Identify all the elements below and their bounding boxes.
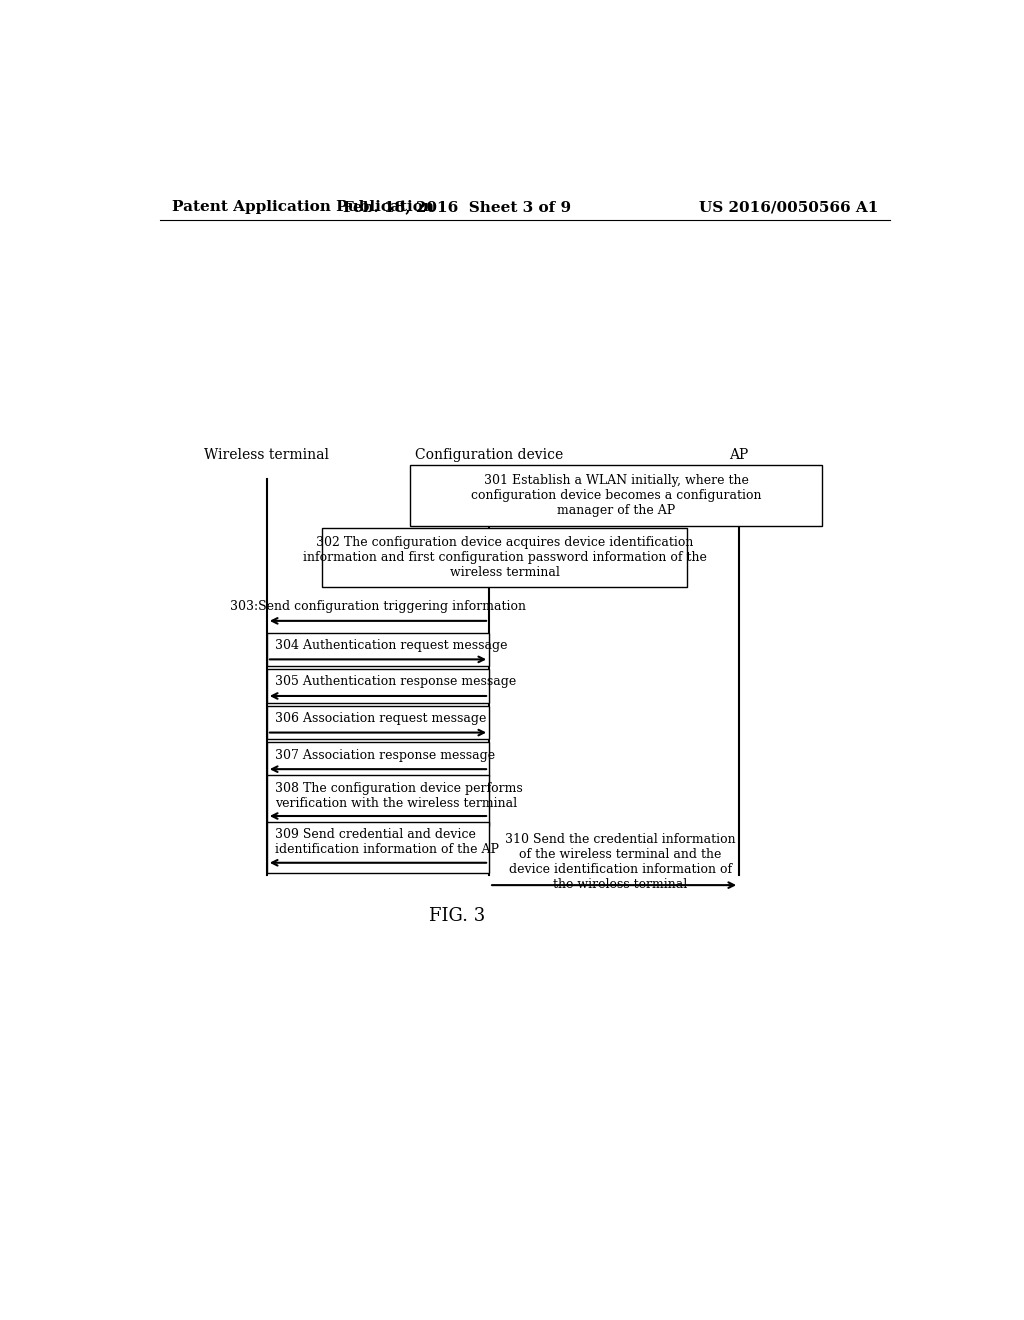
Bar bbox=[410, 466, 822, 527]
Bar bbox=[267, 742, 489, 776]
Text: AP: AP bbox=[729, 449, 749, 462]
Text: Feb. 18, 2016  Sheet 3 of 9: Feb. 18, 2016 Sheet 3 of 9 bbox=[343, 201, 571, 214]
Text: Patent Application Publication: Patent Application Publication bbox=[172, 201, 433, 214]
Text: 308 The configuration device performs
verification with the wireless terminal: 308 The configuration device performs ve… bbox=[274, 781, 522, 809]
Text: 302 The configuration device acquires device identification
information and firs: 302 The configuration device acquires de… bbox=[303, 536, 707, 579]
Text: 304 Authentication request message: 304 Authentication request message bbox=[274, 639, 507, 652]
Bar bbox=[323, 528, 687, 587]
Text: 309 Send credential and device
identification information of the AP: 309 Send credential and device identific… bbox=[274, 829, 499, 857]
Text: FIG. 3: FIG. 3 bbox=[429, 907, 485, 924]
Text: Configuration device: Configuration device bbox=[415, 449, 563, 462]
Bar bbox=[267, 632, 489, 667]
Text: Wireless terminal: Wireless terminal bbox=[205, 449, 330, 462]
Text: 310 Send the credential information
of the wireless terminal and the
device iden: 310 Send the credential information of t… bbox=[505, 833, 735, 891]
Text: 305 Authentication response message: 305 Authentication response message bbox=[274, 676, 516, 689]
Bar bbox=[267, 706, 489, 739]
Bar bbox=[267, 669, 489, 702]
Bar bbox=[267, 822, 489, 873]
Text: 306 Association request message: 306 Association request message bbox=[274, 711, 486, 725]
Text: US 2016/0050566 A1: US 2016/0050566 A1 bbox=[698, 201, 878, 214]
Text: 303:Send configuration triggering information: 303:Send configuration triggering inform… bbox=[230, 599, 526, 612]
Text: 301 Establish a WLAN initially, where the
configuration device becomes a configu: 301 Establish a WLAN initially, where th… bbox=[471, 474, 761, 517]
Text: 307 Association response message: 307 Association response message bbox=[274, 748, 495, 762]
Bar bbox=[267, 775, 489, 826]
